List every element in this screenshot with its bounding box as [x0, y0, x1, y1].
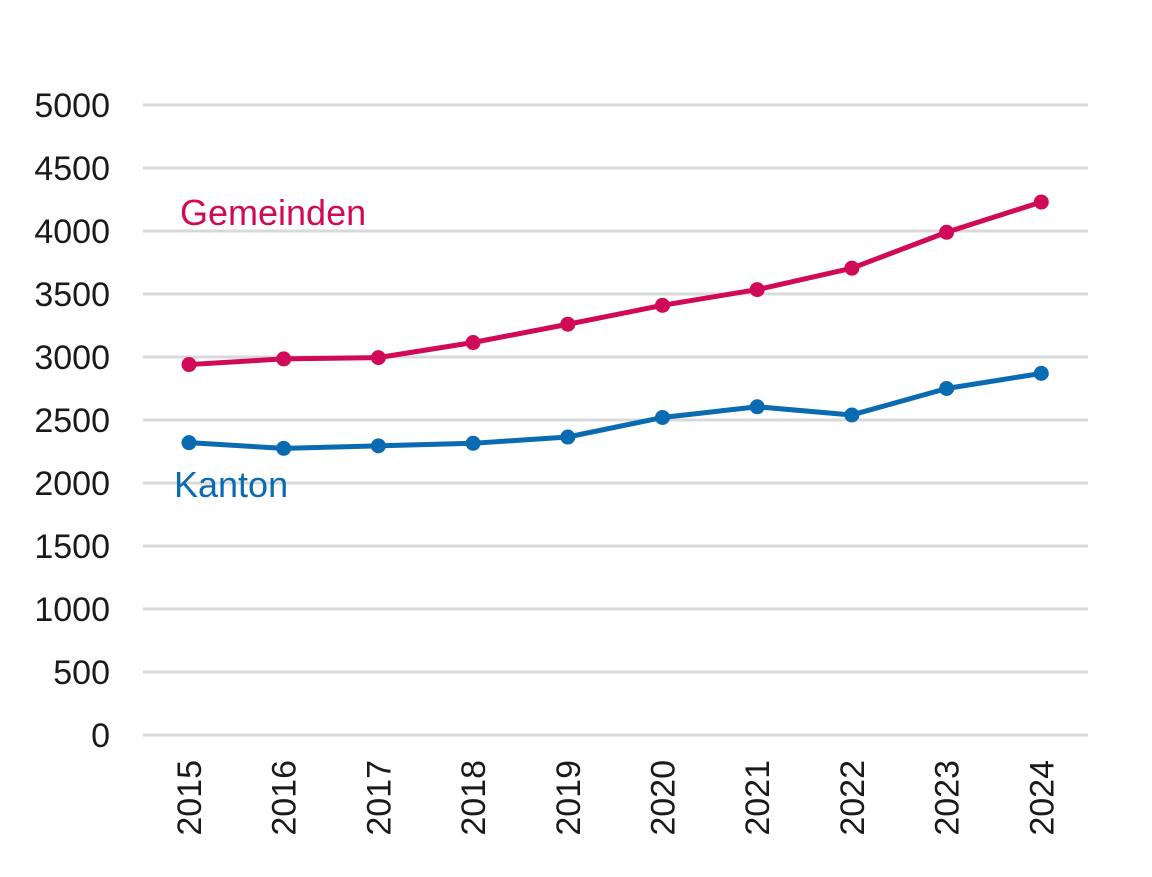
y-tick-label: 4000: [34, 213, 110, 251]
x-tick-label: 2018: [455, 760, 493, 836]
data-point-gemeinden: [276, 351, 292, 367]
series-layer: [181, 194, 1049, 456]
data-point-gemeinden: [560, 316, 576, 332]
data-point-kanton: [749, 399, 765, 415]
x-tick-label: 2017: [360, 760, 398, 836]
data-point-kanton: [560, 429, 576, 445]
x-tick-label: 2015: [171, 760, 209, 836]
y-tick-label: 3500: [34, 276, 110, 314]
data-point-gemeinden: [370, 350, 386, 366]
data-point-kanton: [844, 407, 860, 423]
data-point-kanton: [1033, 365, 1049, 381]
x-tick-label: 2021: [739, 760, 777, 836]
y-tick-label: 1000: [34, 591, 110, 629]
data-point-gemeinden: [465, 335, 481, 351]
y-tick-label: 500: [53, 654, 110, 692]
data-point-gemeinden: [844, 260, 860, 276]
y-axis-ticks: 0 500 1000 1500 2000 2500 3000 3500 4000 4500 5000: [34, 87, 110, 755]
x-tick-label: 2016: [266, 760, 304, 836]
data-point-kanton: [465, 435, 481, 451]
data-point-gemeinden: [939, 224, 955, 240]
data-point-kanton: [370, 438, 386, 454]
data-point-gemeinden: [749, 282, 765, 298]
x-axis-ticks: 2015 2016 2017 2018 2019 2020 2021 2022 2023 2024: [171, 760, 1061, 836]
y-tick-label: 3000: [34, 339, 110, 377]
series-line-kanton: [186, 370, 1044, 451]
y-tick-label: 0: [91, 717, 110, 755]
x-tick-label: 2023: [929, 760, 967, 836]
data-point-gemeinden: [1033, 194, 1049, 210]
series-line-gemeinden: [186, 199, 1044, 368]
y-tick-label: 4500: [34, 150, 110, 188]
y-tick-label: 5000: [34, 87, 110, 125]
data-point-gemeinden: [655, 297, 670, 313]
y-tick-label: 1500: [34, 528, 110, 566]
y-tick-label: 2000: [34, 465, 110, 503]
series-label-kanton: Kanton: [174, 464, 288, 505]
data-point-kanton: [939, 381, 955, 396]
series-label-gemeinden: Gemeinden: [180, 192, 366, 233]
x-tick-label: 2022: [834, 760, 872, 836]
x-tick-label: 2020: [645, 760, 683, 836]
y-tick-label: 2500: [34, 402, 110, 440]
data-point-gemeinden: [181, 357, 197, 373]
x-tick-label: 2019: [550, 760, 588, 836]
x-tick-label: 2024: [1023, 760, 1061, 836]
data-point-kanton: [276, 440, 292, 456]
data-point-kanton: [181, 435, 197, 451]
data-point-kanton: [655, 409, 670, 425]
